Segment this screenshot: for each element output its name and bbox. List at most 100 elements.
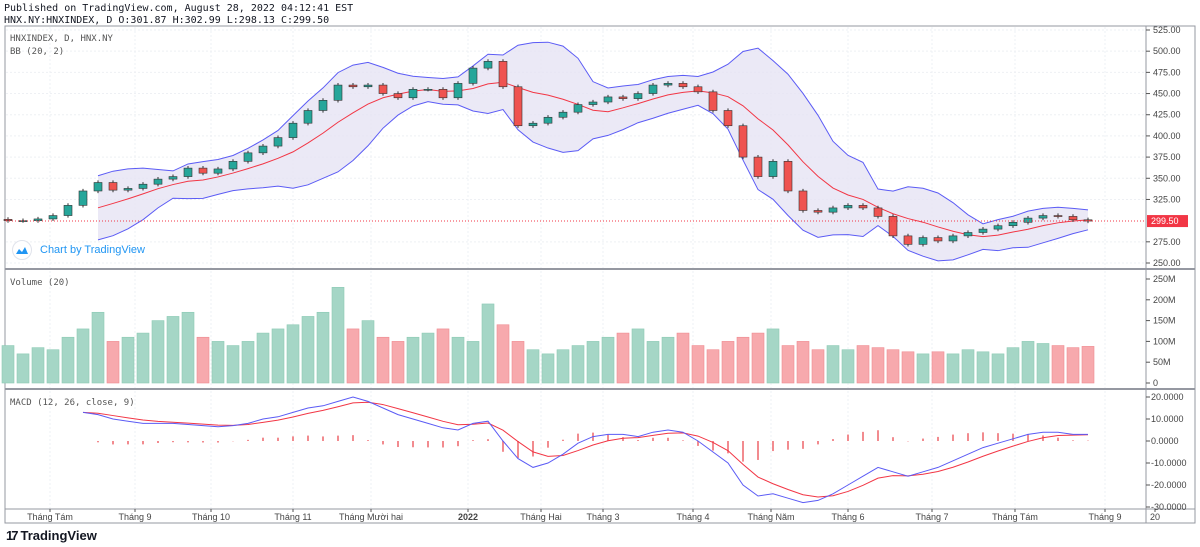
candle-up[interactable] (48, 215, 58, 220)
candle-up[interactable] (648, 84, 658, 94)
candle-up[interactable] (333, 84, 343, 101)
candle-up[interactable] (123, 188, 133, 191)
volume-bar (466, 341, 480, 384)
candle-down[interactable] (798, 190, 808, 211)
volume-bar (241, 341, 255, 384)
candle-down[interactable] (858, 205, 868, 209)
candle-up[interactable] (93, 182, 103, 192)
candle-up[interactable] (1023, 217, 1033, 223)
candle-down[interactable] (618, 96, 628, 99)
candle-up[interactable] (468, 67, 478, 84)
candle-down[interactable] (693, 86, 703, 93)
candle-up[interactable] (453, 83, 463, 99)
candle-up[interactable] (978, 228, 988, 233)
bb-upper-band (97, 41, 1089, 225)
candle-down[interactable] (933, 237, 943, 242)
bb-basis (97, 81, 1089, 238)
volume-bar (196, 336, 210, 384)
candle-up[interactable] (588, 101, 598, 105)
macd-tick-label: -20.0000 (1151, 480, 1187, 490)
volume-bar (361, 320, 375, 384)
candle-up[interactable] (528, 122, 538, 127)
candle-up[interactable] (1038, 215, 1048, 219)
candle-down[interactable] (198, 167, 208, 174)
candle-down[interactable] (783, 161, 793, 192)
candle-up[interactable] (78, 190, 88, 206)
candle-up[interactable] (318, 100, 328, 111)
candle-down[interactable] (378, 84, 388, 94)
candle-down[interactable] (1053, 215, 1063, 217)
candle-down[interactable] (723, 110, 733, 127)
candle-up[interactable] (258, 145, 268, 154)
candle-up[interactable] (918, 237, 928, 245)
candle-up[interactable] (168, 176, 178, 180)
volume-bar (991, 353, 1005, 384)
volume-bar (631, 328, 645, 384)
candle-up[interactable] (573, 104, 583, 113)
candle-down[interactable] (108, 182, 118, 191)
volume-bar (346, 328, 360, 384)
tradingview-logo[interactable]: 17 TradingView (6, 528, 97, 543)
candle-up[interactable] (603, 96, 613, 103)
candle-up[interactable] (558, 111, 568, 118)
volume-bar (151, 320, 165, 384)
volume-bar (676, 332, 690, 384)
candle-down[interactable] (393, 93, 403, 99)
volume-bar (841, 349, 855, 384)
candle-down[interactable] (813, 210, 823, 213)
candle-up[interactable] (843, 205, 853, 209)
volume-bar (31, 347, 45, 384)
candle-up[interactable] (408, 89, 418, 99)
candles[interactable] (3, 59, 1146, 247)
candle-up[interactable] (288, 122, 298, 138)
volume-bar (331, 287, 345, 384)
candle-down[interactable] (348, 84, 358, 88)
candle-up[interactable] (33, 218, 43, 221)
candle-up[interactable] (948, 235, 958, 242)
volume-tick-label: 100M (1153, 336, 1176, 346)
candle-up[interactable] (963, 232, 973, 237)
candle-down[interactable] (1083, 219, 1093, 222)
chart-by-tradingview[interactable]: Chart by TradingView (12, 240, 145, 260)
candle-up[interactable] (243, 152, 253, 162)
candle-up[interactable] (273, 137, 283, 147)
candle-down[interactable] (1068, 216, 1078, 221)
candle-down[interactable] (753, 156, 763, 177)
volume-bar (481, 303, 495, 384)
candle-up[interactable] (213, 168, 223, 174)
candle-down[interactable] (678, 83, 688, 88)
candle-up[interactable] (183, 167, 193, 177)
candle-down[interactable] (498, 61, 508, 88)
candle-up[interactable] (18, 220, 28, 222)
candle-down[interactable] (3, 219, 13, 221)
candle-up[interactable] (768, 161, 778, 177)
candle-up[interactable] (423, 89, 433, 91)
axes[interactable]: 525.00 500.00 475.00 450.00 425.00 400.00 375.… (27, 25, 1188, 522)
macd-tick-label: 10.0000 (1151, 414, 1184, 424)
candle-down[interactable] (873, 207, 883, 217)
candle-down[interactable] (738, 125, 748, 158)
candle-up[interactable] (993, 225, 1003, 230)
candle-up[interactable] (303, 110, 313, 124)
candle-down[interactable] (888, 216, 898, 237)
volume-bar (226, 345, 240, 384)
candle-down[interactable] (903, 235, 913, 245)
candle-down[interactable] (438, 89, 448, 99)
candle-up[interactable] (483, 61, 493, 69)
candle-up[interactable] (828, 207, 838, 213)
candle-up[interactable] (228, 161, 238, 170)
bb-title: BB (20, 2) (10, 47, 64, 57)
candle-up[interactable] (363, 84, 373, 88)
candle-up[interactable] (63, 205, 73, 216)
candle-down[interactable] (708, 91, 718, 111)
candle-up[interactable] (153, 178, 163, 185)
chart-frame (4, 25, 1196, 524)
candle-up[interactable] (1008, 222, 1018, 227)
candle-up[interactable] (663, 83, 673, 86)
candle-up[interactable] (138, 183, 148, 189)
candle-up[interactable] (633, 93, 643, 99)
candle-down[interactable] (513, 86, 523, 127)
candle-up[interactable] (543, 116, 553, 124)
time-tick-label: Tháng 6 (831, 512, 864, 522)
